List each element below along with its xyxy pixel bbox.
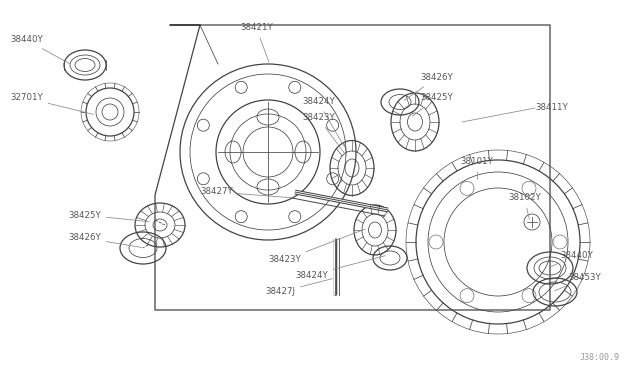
Text: 38453Y: 38453Y [554, 273, 601, 291]
Text: 38423Y: 38423Y [302, 113, 346, 156]
Text: 38424Y: 38424Y [302, 97, 344, 145]
Text: 38440Y: 38440Y [550, 250, 593, 267]
Text: 38425Y: 38425Y [412, 93, 452, 116]
Text: 38427J: 38427J [265, 279, 332, 296]
Text: 38426Y: 38426Y [404, 74, 452, 100]
Text: 38440Y: 38440Y [10, 35, 70, 64]
Text: 38427Y: 38427Y [200, 187, 292, 198]
Text: 38411Y: 38411Y [535, 103, 568, 112]
Text: 38423Y: 38423Y [268, 229, 365, 264]
Text: 38424Y: 38424Y [295, 256, 385, 279]
Text: 38102Y: 38102Y [508, 193, 541, 219]
Text: 38425Y: 38425Y [68, 211, 149, 222]
Text: 38426Y: 38426Y [68, 234, 142, 247]
Text: 32701Y: 32701Y [10, 93, 93, 114]
Text: J38:00.9: J38:00.9 [580, 353, 620, 362]
Text: 38101Y: 38101Y [460, 157, 493, 179]
Text: 38421Y: 38421Y [240, 23, 273, 62]
